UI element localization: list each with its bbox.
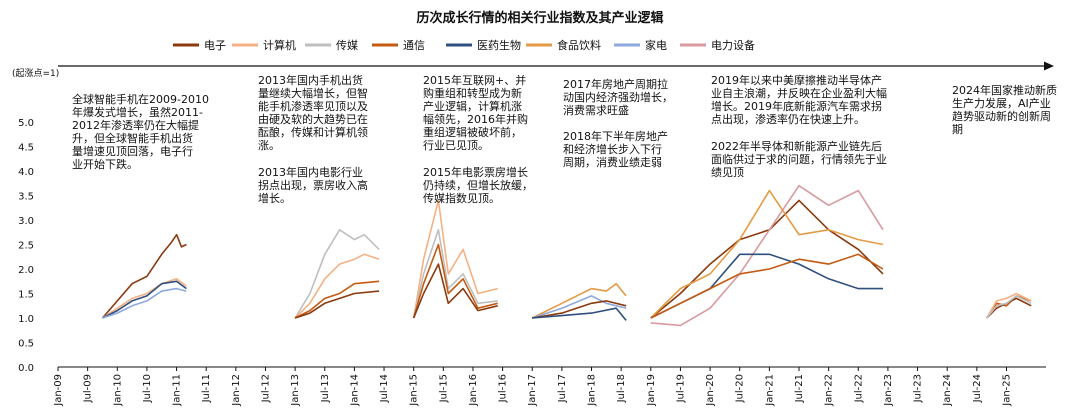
legend-label: 通信 xyxy=(403,39,425,52)
series-line-5 xyxy=(650,189,884,319)
y-tick-label: 4.5 xyxy=(18,143,34,154)
series-line-2 xyxy=(294,280,380,319)
series-line-3 xyxy=(412,199,498,319)
y-axis: 0.0 0.5 1.0 1.5 2.0 2.5 3.0 3.5 4.0 4.5 5.0 xyxy=(18,118,34,374)
x-tick-label: Jul-22 xyxy=(853,374,864,403)
y-tick-label: 1.5 xyxy=(18,290,34,301)
x-tick-label: Jan-14 xyxy=(349,374,360,407)
x-tick-label: Jan-19 xyxy=(646,374,657,407)
x-tick-label: Jul-11 xyxy=(201,374,212,403)
y-tick-label: 3.5 xyxy=(18,192,34,203)
x-tick-label: Jan-18 xyxy=(587,374,598,407)
series-line-4 xyxy=(532,300,627,319)
x-tick-label: Jan-17 xyxy=(527,374,538,407)
legend-label: 传媒 xyxy=(336,39,358,52)
x-tick-label: Jan-13 xyxy=(290,374,301,407)
x-tick-label: Jan-12 xyxy=(231,374,242,407)
annotation-text: 2013年国内电影行业 拐点出现，票房收入高 增长。 xyxy=(258,166,368,205)
x-axis: Jan-09 Jul-09 Jan-10 Jul-10 Jan-11 Jul-11 Jan-… xyxy=(53,366,1046,407)
x-tick-label: Jul-16 xyxy=(498,374,509,403)
x-tick-label: Jul-12 xyxy=(260,374,271,403)
chart-title: 历次成长行情的相关行业指数及其产业逻辑 xyxy=(416,10,663,26)
x-tick-label: Jan-16 xyxy=(468,374,479,407)
y-tick-label: 2.5 xyxy=(18,241,34,252)
series-line-4 xyxy=(531,295,627,319)
annotation-text: 2019年以来中美摩擦推动半导体产 业自主浪潮，并反映在企业盈利大幅 增长。20… xyxy=(711,74,887,126)
annotation-text: 2022年半导体和新能源产业链先后 面临供过于求的问题，行情领先于业 绩见顶 xyxy=(711,140,887,179)
y-tick-label: 0.5 xyxy=(18,339,34,350)
series-line-4 xyxy=(531,282,627,319)
annotation-text: 2018年下半年房地产 和经济增长步入下行 周期，消费业绩走弱 xyxy=(563,130,668,169)
x-tick-label: Jan-23 xyxy=(883,374,894,407)
x-tick-label: Jul-23 xyxy=(913,374,924,403)
legend: 电子 计算机 传媒 通信 医药生物 食品饮料 家电 电力设备 xyxy=(173,38,755,52)
y-tick-label: 0.0 xyxy=(18,363,34,374)
x-tick-label: Jan-10 xyxy=(112,374,123,407)
annotation-text: 2024年国家推动新质 生产力发展，AI产业 趋势驱动新的创新周 期 xyxy=(952,84,1057,136)
series-line-1 xyxy=(102,278,187,319)
x-tick-label: Jul-13 xyxy=(320,374,331,403)
x-tick-label: Jan-22 xyxy=(824,374,835,407)
legend-label: 电子 xyxy=(204,39,226,52)
series-line-1 xyxy=(101,233,187,319)
y-tick-label: 4.0 xyxy=(18,167,34,178)
x-tick-label: Jan-25 xyxy=(1001,374,1012,407)
x-tick-label: Jul-15 xyxy=(438,374,449,403)
series-line-2 xyxy=(294,290,380,319)
x-tick-label: Jul-21 xyxy=(794,374,805,403)
series-line-3 xyxy=(412,229,498,319)
series-line-4 xyxy=(532,307,627,321)
y-tick-label: 1.0 xyxy=(18,314,34,325)
y-tick-label: 3.0 xyxy=(18,216,34,227)
x-tick-label: Jan-15 xyxy=(409,374,420,407)
series-line-5 xyxy=(650,184,884,327)
x-tick-label: Jan-09 xyxy=(53,374,64,407)
plot-area xyxy=(101,184,1032,327)
timeline-arrow xyxy=(58,61,1054,71)
legend-label: 食品饮料 xyxy=(557,38,601,52)
series-line-2 xyxy=(294,229,380,319)
series-line-3 xyxy=(412,263,498,319)
x-tick-label: Jan-21 xyxy=(764,374,775,407)
series-line-6 xyxy=(986,295,1032,319)
x-tick-label: Jan-24 xyxy=(942,374,953,407)
series-line-6 xyxy=(986,292,1032,319)
x-tick-label: Jul-14 xyxy=(379,374,390,403)
legend-label: 家电 xyxy=(645,38,667,52)
y-axis-unit-label: (起涨点=1) xyxy=(12,68,59,79)
series-line-1 xyxy=(102,287,187,319)
legend-label: 医药生物 xyxy=(477,38,521,52)
legend-label: 电力设备 xyxy=(711,38,755,52)
x-tick-label: Jul-10 xyxy=(142,374,153,403)
y-tick-label: 2.0 xyxy=(18,265,34,276)
x-tick-label: Jul-24 xyxy=(972,374,983,403)
annotation-text: 2015年互联网+、并 购重组和转型成为新 产业逻辑，计算机涨 幅领先，2016… xyxy=(423,74,528,152)
series-line-1 xyxy=(102,280,187,319)
x-tick-label: Jul-18 xyxy=(616,374,627,403)
x-tick-label: Jan-20 xyxy=(705,374,716,407)
x-tick-label: Jul-17 xyxy=(557,374,568,403)
x-tick-label: Jan-11 xyxy=(172,374,183,407)
x-tick-label: Jul-19 xyxy=(675,374,686,403)
annotation-text: 2017年房地产周期拉 动国内经济强劲增长， 消费需求旺盛 xyxy=(563,78,673,117)
x-tick-label: Jul-09 xyxy=(83,374,94,403)
series-line-3 xyxy=(412,243,498,319)
series-line-2 xyxy=(294,253,380,319)
legend-label: 计算机 xyxy=(263,38,296,52)
y-tick-label: 5.0 xyxy=(18,118,34,129)
annotation-text: 2013年国内手机出货 量继续大幅增长，但智 能手机渗透率见顶以及 由硬及软的大… xyxy=(258,74,368,152)
x-tick-label: Jul-20 xyxy=(735,374,746,403)
series-line-5 xyxy=(650,253,884,319)
annotation-text: 2015年电影票房增长 仍持续，但增长放缓， 传媒指数见顶。 xyxy=(423,166,533,205)
annotation-text: 全球智能手机在2009-2010 年爆发式增长，虽然2011- 2012年渗透率… xyxy=(72,93,209,171)
